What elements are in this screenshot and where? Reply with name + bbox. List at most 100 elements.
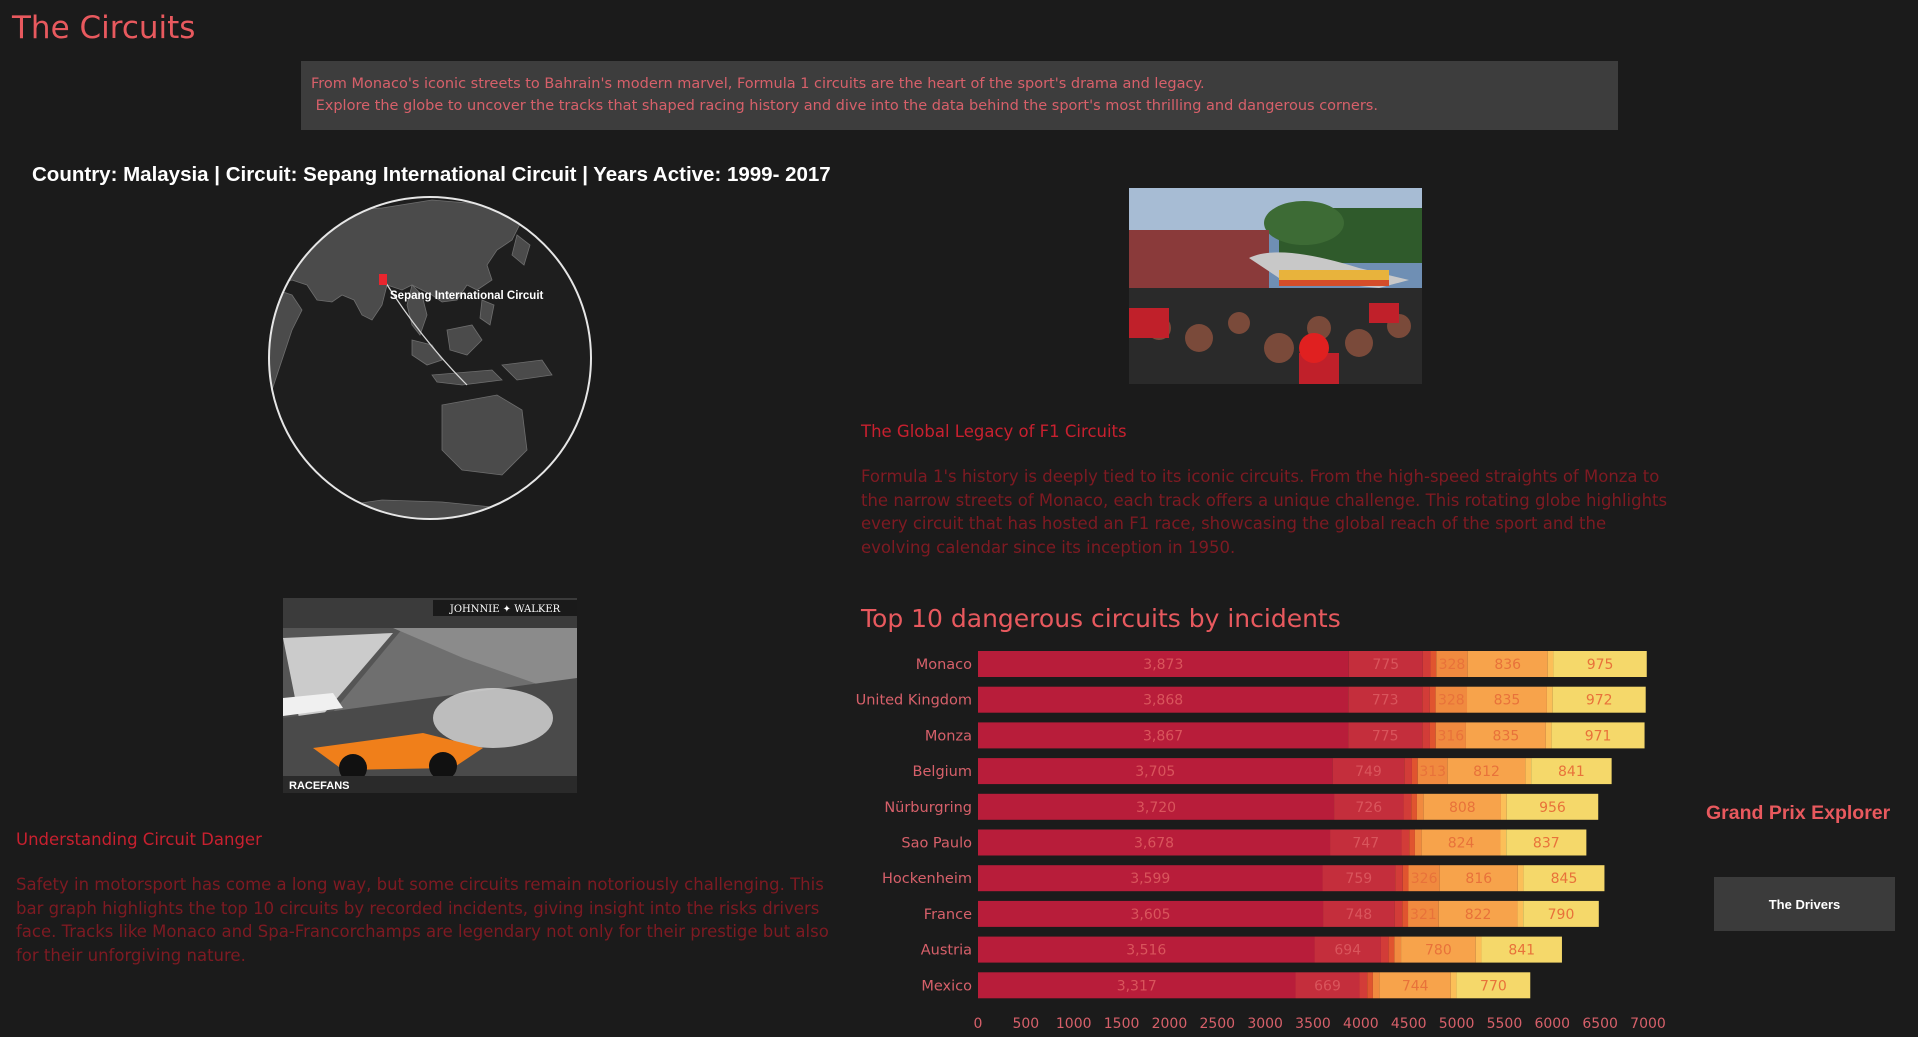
bar-segment[interactable] [1500, 829, 1507, 856]
bar-segment[interactable] [1409, 829, 1415, 856]
bar-segment[interactable] [1401, 936, 1476, 963]
bar-segment[interactable] [978, 793, 1335, 820]
bar-segment[interactable] [1506, 829, 1587, 856]
bar-segment[interactable] [1408, 865, 1440, 892]
bar-segment[interactable] [1380, 936, 1389, 963]
bar-segment[interactable] [1552, 686, 1646, 713]
bar-segment[interactable] [1467, 686, 1547, 713]
data-label: 790 [1548, 907, 1575, 923]
bar-segment[interactable] [1429, 722, 1436, 749]
bar-segment[interactable] [1402, 900, 1409, 927]
bar-segment[interactable] [1422, 651, 1431, 677]
data-label: 773 [1372, 693, 1399, 709]
bar-segment[interactable] [1348, 651, 1423, 677]
bar-segment[interactable] [1422, 722, 1430, 749]
bar-segment[interactable] [1422, 686, 1430, 713]
bar-segment[interactable] [1332, 758, 1405, 785]
bar-segment[interactable] [1408, 900, 1439, 927]
bar-segment[interactable] [1348, 686, 1423, 713]
bar-segment[interactable] [1429, 686, 1436, 713]
bar-segment[interactable] [1439, 865, 1518, 892]
bar-segment[interactable] [978, 865, 1323, 892]
bar-segment[interactable] [1438, 900, 1518, 927]
bar-segment[interactable] [1330, 829, 1402, 856]
the-drivers-button[interactable]: The Drivers [1714, 877, 1895, 931]
data-label: 748 [1345, 907, 1372, 923]
data-label: 808 [1449, 800, 1476, 816]
bar-segment[interactable] [1475, 936, 1482, 963]
data-label: 780 [1425, 943, 1452, 959]
data-label: 3,873 [1143, 657, 1183, 673]
x-tick-label: 2000 [1152, 1016, 1188, 1030]
bar-segment[interactable] [1531, 758, 1612, 785]
bar-segment[interactable] [1517, 900, 1524, 927]
bar-segment[interactable] [1447, 758, 1526, 785]
bar-segment[interactable] [1416, 793, 1424, 820]
circuit-marker-icon[interactable] [379, 274, 387, 285]
bar-segment[interactable] [1435, 722, 1466, 749]
bar-segment[interactable] [1523, 900, 1599, 927]
x-tick-label: 1500 [1104, 1016, 1140, 1030]
bar-segment[interactable] [1465, 722, 1546, 749]
bar-segment[interactable] [1456, 972, 1531, 999]
circuit-crowd-photo [1129, 188, 1422, 384]
data-label: 3,605 [1130, 907, 1170, 923]
bar-segment[interactable] [1436, 651, 1468, 677]
bar-segment[interactable] [1379, 972, 1451, 999]
bar-segment[interactable] [1414, 829, 1422, 856]
bar-segment[interactable] [1500, 793, 1507, 820]
category-label: France [924, 907, 972, 923]
bar-segment[interactable] [978, 829, 1331, 856]
bar-segment[interactable] [1467, 651, 1548, 677]
bar-segment[interactable] [1348, 722, 1423, 749]
bar-segment[interactable] [1553, 651, 1647, 677]
bar-segment[interactable] [1481, 936, 1562, 963]
data-label: 837 [1533, 836, 1560, 852]
bar-segment[interactable] [978, 936, 1315, 963]
bar-segment[interactable] [1430, 651, 1437, 677]
bar-segment[interactable] [1421, 829, 1501, 856]
incidents-bar-chart[interactable]: Monaco 3,873 775 328 836 975 United Kingdom 3,8… [850, 645, 1680, 1030]
bar-segment[interactable] [978, 651, 1349, 677]
bar-segment[interactable] [1394, 900, 1403, 927]
bar-segment[interactable] [1404, 758, 1412, 785]
bar-segment[interactable] [1546, 686, 1553, 713]
bar-segment[interactable] [978, 900, 1324, 927]
data-label: 824 [1448, 836, 1475, 852]
bar-segment[interactable] [1450, 972, 1457, 999]
bar-segment[interactable] [1411, 793, 1417, 820]
bar-segment[interactable] [1372, 972, 1380, 999]
data-label: 3,516 [1126, 943, 1166, 959]
bar-segment[interactable] [1423, 793, 1501, 820]
bar-segment[interactable] [1402, 865, 1409, 892]
bar-segment[interactable] [1517, 865, 1524, 892]
bar-segment[interactable] [1295, 972, 1360, 999]
bar-segment[interactable] [1388, 936, 1395, 963]
bar-segment[interactable] [1523, 865, 1605, 892]
bar-segment[interactable] [1547, 651, 1554, 677]
globe-map[interactable]: Sepang International Circuit [262, 190, 602, 530]
bar-segment[interactable] [978, 758, 1333, 785]
danger-body: Safety in motorsport has come a long way… [16, 875, 829, 965]
bar-segment[interactable] [1314, 936, 1381, 963]
bar-segment[interactable] [1545, 722, 1552, 749]
bar-segment[interactable] [1394, 936, 1402, 963]
bar-segment[interactable] [978, 972, 1296, 999]
bar-segment[interactable] [1417, 758, 1448, 785]
bar-segment[interactable] [1323, 900, 1395, 927]
bar-segment[interactable] [1367, 972, 1373, 999]
bar-segment[interactable] [1551, 722, 1645, 749]
bar-segment[interactable] [1395, 865, 1403, 892]
bar-segment[interactable] [1411, 758, 1418, 785]
bar-segment[interactable] [1435, 686, 1468, 713]
bar-segment[interactable] [1359, 972, 1368, 999]
bar-segment[interactable] [978, 686, 1349, 713]
bar-segment[interactable] [978, 722, 1349, 749]
bar-segment[interactable] [1525, 758, 1532, 785]
bar-segment[interactable] [1403, 793, 1412, 820]
data-label: 775 [1372, 728, 1399, 744]
bar-segment[interactable] [1334, 793, 1404, 820]
bar-segment[interactable] [1506, 793, 1599, 820]
bar-segment[interactable] [1401, 829, 1410, 856]
bar-segment[interactable] [1322, 865, 1396, 892]
